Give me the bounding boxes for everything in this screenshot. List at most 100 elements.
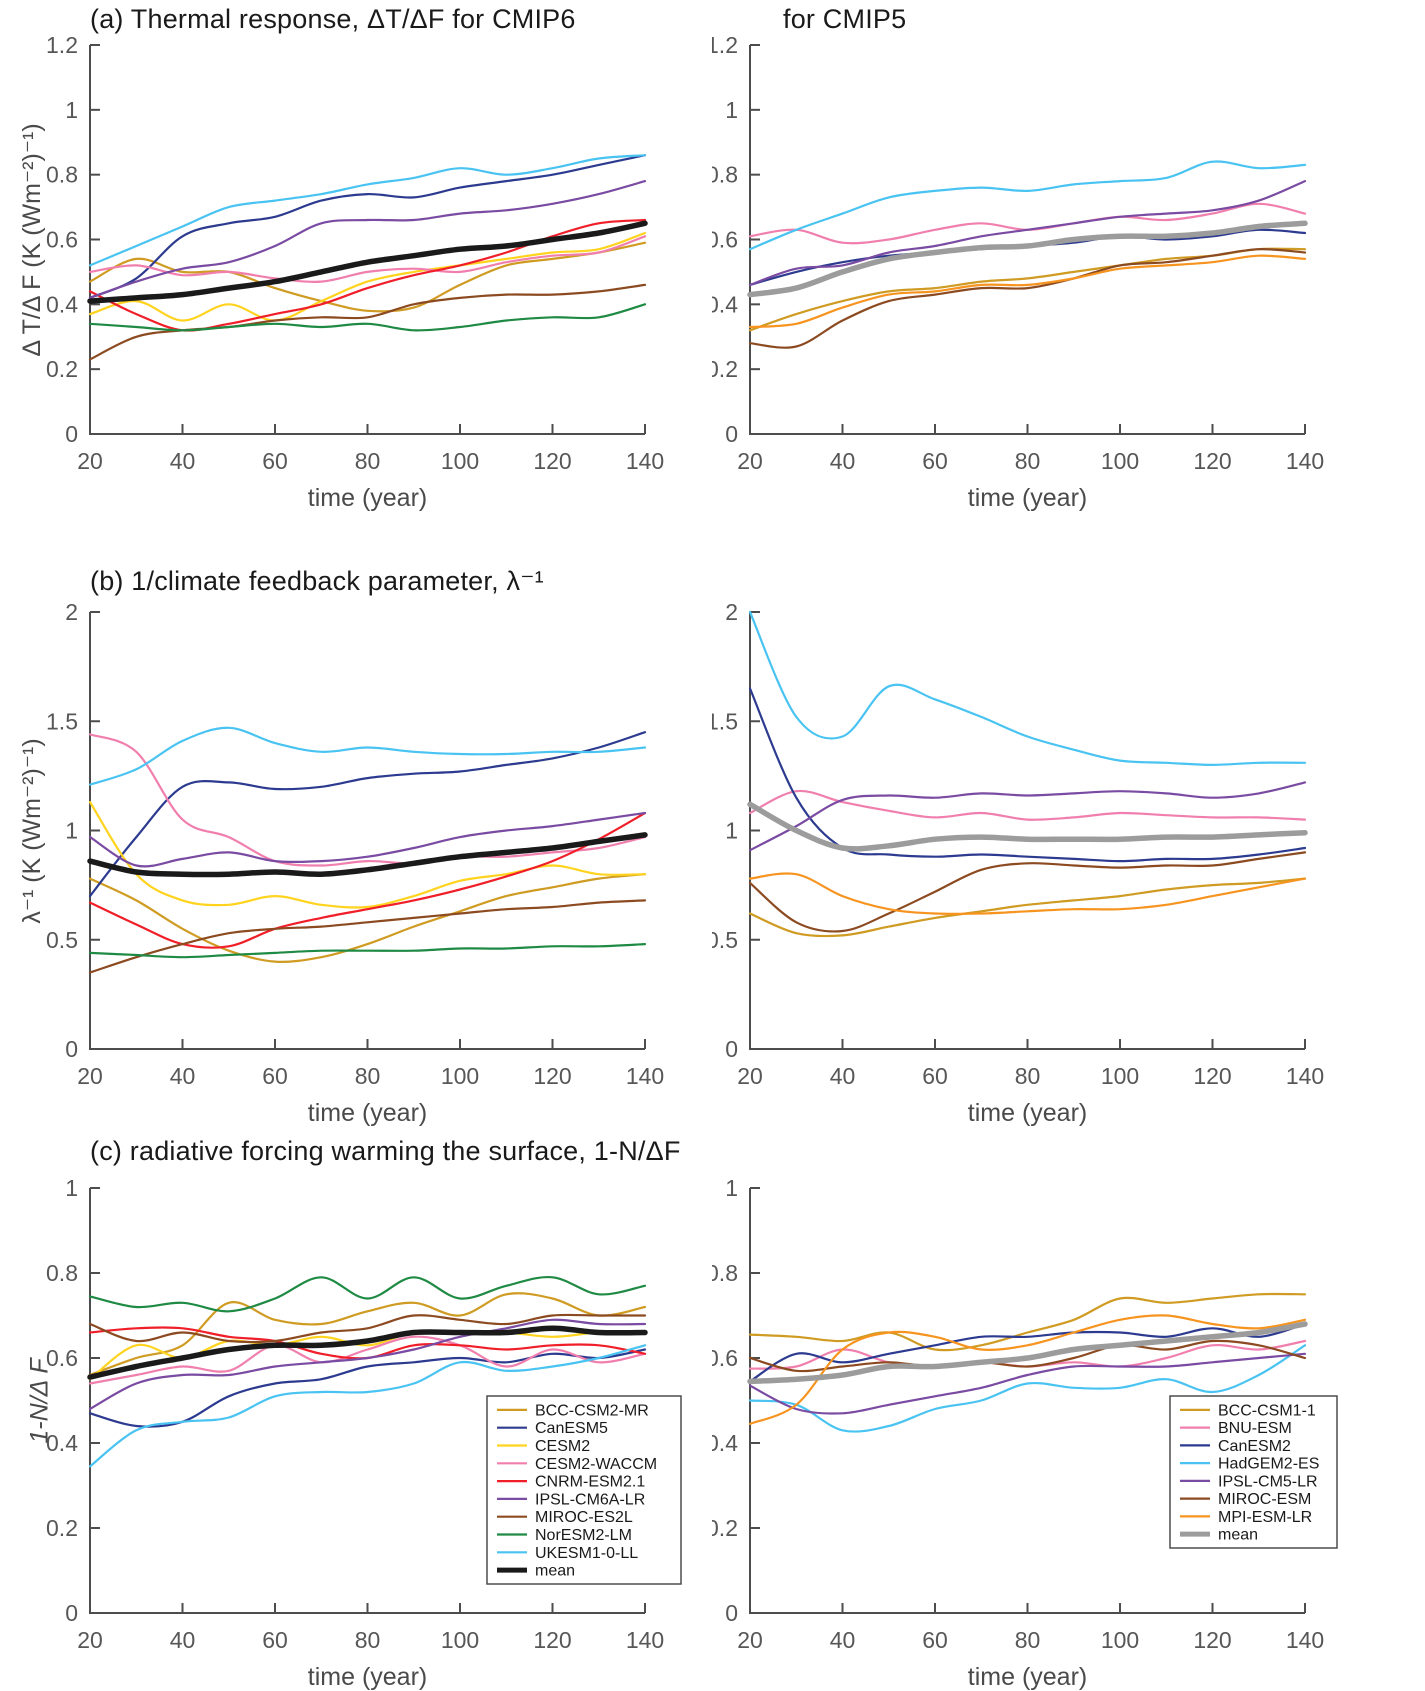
y-tick-label: 0.5 [46,927,78,953]
legend: BCC-CSM1-1BNU-ESMCanESM2HadGEM2-ESIPSL-C… [1169,1395,1338,1549]
x-tick-label: 40 [830,1063,856,1089]
legend-label-CanESM2: CanESM2 [1218,1438,1291,1455]
axes [89,611,646,1050]
series-line-mean [747,801,1308,852]
series-line-CanESM2 [748,1322,1307,1383]
series-line-MPI-ESM-LR [748,872,1307,916]
series-line-UKESM1-0-LL [88,154,647,267]
axes [89,44,646,435]
series-line-CESM2-WACCM [88,733,647,867]
legend-label-MIROC-ESM: MIROC-ESM [1218,1491,1311,1508]
legend-label-HadGEM2-ES: HadGEM2-ES [1218,1456,1319,1473]
y-tick-label: 1.2 [46,32,78,58]
y-tick-label: 0.6 [46,227,78,253]
x-tick-label: 120 [533,448,571,474]
series-line-IPSL-CM5-LR [748,781,1307,852]
series-line-BCC-CSM2-MR [88,873,647,963]
series-line-mean [87,220,648,304]
series-line-HadGEM2-ES [748,1344,1307,1433]
panel-a-left-title: (a) Thermal response, ΔT/ΔF for CMIP6 [90,4,576,34]
series-line-UKESM1-0-LL [88,1344,647,1468]
x-tick-label: 80 [355,448,381,474]
x-tick-label: 40 [170,1627,196,1653]
x-axis-label: time (year) [968,484,1087,512]
series-line-CESM2-WACCM [88,1335,647,1385]
y-tick-label: 0.6 [46,1345,78,1371]
y-tick-label: 0.8 [46,162,78,188]
series-line-CESM2 [88,801,647,909]
x-tick-label: 120 [533,1627,571,1653]
series-line-MPI-ESM-LR [748,1314,1307,1425]
legend-box [1169,1395,1338,1549]
y-tick-label: 0.2 [46,1515,78,1541]
panel-c-left-title: (c) radiative forcing warming the surfac… [90,1136,681,1166]
y-tick-label: 0 [725,1036,738,1062]
panel-b-right-plot: 20 40 60 80 100 120 140 0 0.5 1 1.5 2 time (year) [712,599,1324,1127]
panel-a-right-plot: 20 40 60 80 100 120 140 0 0.2 0.4 0.6 0.8 1 1.2 time (… [712,32,1324,512]
x-tick-label: 140 [1286,448,1324,474]
legend-label-MIROC-ES2L: MIROC-ES2L [535,1509,633,1526]
y-tick-label: 0 [65,1036,78,1062]
series-line-UKESM1-0-LL [88,726,647,786]
x-tick-label: 140 [1286,1063,1324,1089]
y-tick-label: 0 [725,421,738,447]
y-tick-label: 1.5 [46,708,78,734]
y-tick-label: 0.4 [46,1430,78,1456]
x-tick-label: 100 [441,1063,479,1089]
legend-label-BCC-CSM1-1: BCC-CSM1-1 [1218,1402,1316,1419]
y-tick-label: 0.2 [712,1515,738,1541]
series-line-IPSL-CM6A-LR [88,1318,647,1411]
x-axis-label: time (year) [968,1099,1087,1127]
x-tick-label: 80 [355,1627,381,1653]
legend-label-CESM2: CESM2 [535,1438,590,1455]
y-tick-label: 0.4 [46,291,78,317]
x-tick-label: 100 [441,448,479,474]
legend-label-BCC-CSM2-MR: BCC-CSM2-MR [535,1402,649,1419]
x-axis-label: time (year) [308,1663,427,1691]
y-tick-label: 1 [725,818,738,844]
x-tick-label: 60 [922,1063,948,1089]
x-tick-label: 100 [1101,1627,1139,1653]
legend-label-IPSL-CM5-LR: IPSL-CM5-LR [1218,1473,1318,1490]
y-tick-label: 0.2 [46,356,78,382]
series-line-CNRM-ESM2.1 [88,811,647,949]
x-axis-label: time (year) [308,1099,427,1127]
series-line-CanESM5 [88,731,647,898]
series-line-mean [747,1321,1308,1385]
y-tick-label: 0 [65,1600,78,1626]
x-tick-label: 120 [1193,448,1231,474]
legend-label-CESM2-WACCM: CESM2-WACCM [535,1456,657,1473]
axes [749,1187,1306,1614]
y-tick-label: 0.8 [46,1260,78,1286]
panel-a-left-plot: 20 40 60 80 100 120 140 0 0.2 0.4 0.6 0.8 1 1.2 time (… [46,32,664,512]
y-tick-label: 1 [725,97,738,123]
x-tick-label: 60 [262,448,288,474]
legend-label-mean: mean [1218,1527,1258,1544]
x-tick-label: 20 [77,448,103,474]
legend-label-BNU-ESM: BNU-ESM [1218,1420,1292,1437]
x-tick-label: 140 [626,448,664,474]
series-line-BCC-CSM1-1 [748,1292,1307,1352]
y-tick-label: 0 [725,1600,738,1626]
x-tick-label: 20 [737,1627,763,1653]
x-tick-label: 120 [1193,1063,1231,1089]
legend-label-CNRM-ESM2.1: CNRM-ESM2.1 [535,1474,645,1491]
x-tick-label: 40 [170,1063,196,1089]
series-line-BNU-ESM [748,789,1307,821]
y-tick-label: 0.5 [712,927,738,953]
x-tick-label: 60 [262,1627,288,1653]
x-tick-label: 140 [626,1063,664,1089]
x-tick-label: 120 [533,1063,571,1089]
series-line-IPSL-CM6A-LR [88,811,647,868]
x-tick-label: 20 [737,448,763,474]
series-line-CESM2-WACCM [88,235,647,283]
panel-b-left-title: (b) 1/climate feedback parameter, λ⁻¹ [90,566,544,596]
x-tick-label: 40 [830,448,856,474]
y-tick-label: 1 [65,1175,78,1201]
y-tick-label: 0.4 [712,1430,738,1456]
x-tick-label: 80 [1015,1627,1041,1653]
legend-label-mean: mean [535,1563,575,1580]
series-line-MIROC-ESM [748,851,1307,933]
y-tick-label: 1.5 [712,708,738,734]
